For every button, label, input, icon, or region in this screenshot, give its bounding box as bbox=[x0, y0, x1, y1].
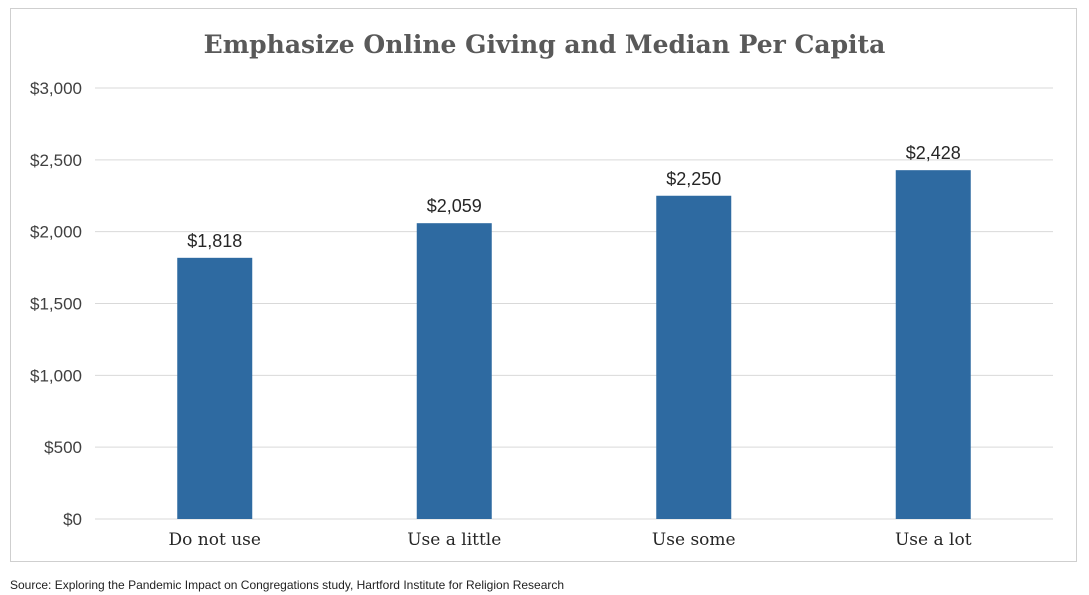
data-label: $2,428 bbox=[906, 143, 961, 163]
data-label: $2,059 bbox=[427, 196, 482, 216]
source-note: Source: Exploring the Pandemic Impact on… bbox=[10, 578, 565, 592]
y-tick-label: $3,000 bbox=[30, 79, 82, 98]
bar bbox=[416, 223, 492, 519]
x-category-label: Do not use bbox=[169, 530, 261, 550]
y-axis-ticks: $0 $500 $1,000 $1,500 $2,000 $2,500 $3,000 bbox=[30, 79, 82, 529]
x-category-label: Use some bbox=[652, 530, 736, 550]
bars bbox=[177, 170, 971, 519]
y-tick-label: $1,500 bbox=[30, 295, 82, 314]
y-tick-label: $2,000 bbox=[30, 223, 82, 242]
data-label: $2,250 bbox=[666, 169, 721, 189]
y-tick-label: $1,000 bbox=[30, 366, 82, 385]
y-tick-label: $2,500 bbox=[30, 151, 82, 170]
data-labels: $1,818 $2,059 $2,250 $2,428 bbox=[187, 143, 961, 251]
bar bbox=[177, 257, 253, 519]
data-label: $1,818 bbox=[187, 231, 242, 251]
y-tick-label: $0 bbox=[63, 510, 82, 529]
y-tick-label: $500 bbox=[44, 438, 82, 457]
bar bbox=[895, 170, 971, 519]
x-category-label: Use a little bbox=[407, 530, 501, 550]
x-axis-categories: Do not use Use a little Use some Use a lot bbox=[169, 530, 972, 550]
chart-title: Emphasize Online Giving and Median Per C… bbox=[203, 30, 886, 59]
gridlines bbox=[95, 87, 1053, 520]
bar bbox=[656, 195, 732, 519]
x-category-label: Use a lot bbox=[895, 530, 972, 550]
